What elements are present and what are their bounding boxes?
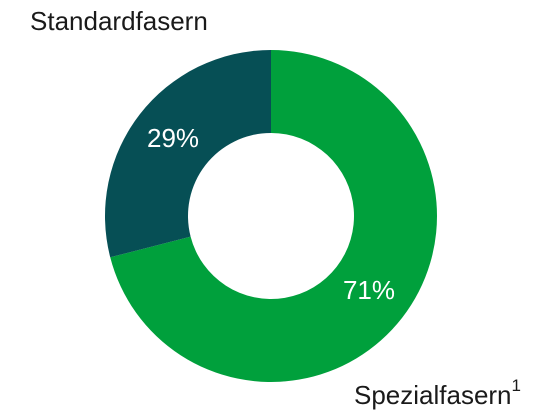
category-label: Spezialfasern1 (354, 376, 521, 409)
value-label: 71% (343, 275, 395, 305)
category-label-text: Spezialfasern (354, 380, 512, 410)
donut-slice (110, 50, 437, 382)
value-label: 29% (147, 123, 199, 153)
category-label: Standardfasern (30, 6, 208, 36)
donut-slice (105, 50, 271, 258)
footnote-marker: 1 (512, 376, 521, 395)
